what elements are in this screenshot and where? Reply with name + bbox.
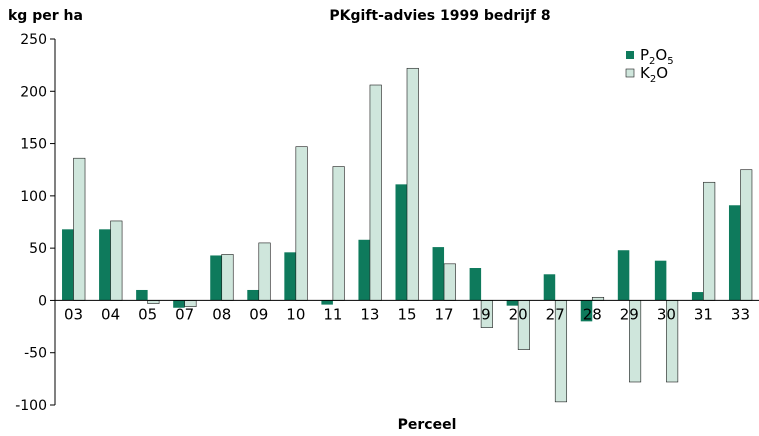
x-tick-label: 30 [657, 305, 676, 323]
bar-p2o5-03 [62, 229, 74, 301]
bar-k2o-31 [703, 181, 716, 301]
bar-k2o-10 [295, 146, 308, 301]
y-tick-label: 250 [20, 32, 47, 48]
bar-p2o5-11 [321, 300, 333, 305]
bar-k2o-11 [332, 166, 345, 301]
x-tick-label: 27 [546, 305, 565, 323]
y-tick-label: -100 [15, 398, 47, 414]
bar-p2o5-13 [358, 239, 370, 301]
bar-p2o5-15 [395, 184, 407, 301]
x-axis-label: Perceel [398, 417, 457, 433]
bar-p2o5-05 [136, 289, 148, 301]
x-axis-tick-labels: 03 04 05 07 08 09 10 11 13 15 17 19 20 27 28 29 30 31 33 [64, 305, 750, 323]
legend-label: K2O [640, 64, 668, 85]
bar-k2o-33 [740, 169, 753, 301]
bar-p2o5-07 [173, 300, 185, 308]
axes [54, 39, 759, 405]
bar-k2o-03 [73, 157, 86, 301]
bar-k2o-09 [258, 242, 271, 301]
x-tick-label: 11 [323, 305, 342, 323]
x-tick-label: 03 [64, 305, 83, 323]
bar-k2o-08 [221, 254, 234, 301]
x-tick-label: 29 [620, 305, 639, 323]
bar-p2o5-10 [284, 252, 296, 301]
bar-k2o-13 [369, 84, 382, 301]
y-tick-label: -50 [24, 346, 47, 362]
x-tick-label: 20 [509, 305, 528, 323]
bar-p2o5-09 [247, 289, 259, 301]
bar-p2o5-04 [99, 229, 111, 301]
legend-swatch [626, 51, 634, 59]
bar-p2o5-08 [210, 255, 222, 301]
legend-label: P2O5 [640, 46, 674, 67]
bar-p2o5-20 [506, 300, 519, 306]
bar-p2o5-31 [691, 292, 704, 301]
bar-k2o-04 [110, 220, 123, 301]
bars [62, 67, 753, 403]
x-tick-label: 07 [175, 305, 194, 323]
y-tick-label: 100 [20, 189, 47, 205]
bar-p2o5-30 [654, 260, 667, 301]
x-tick-label: 08 [212, 305, 231, 323]
y-tick-label: 0 [38, 293, 47, 309]
x-tick-label: 05 [138, 305, 157, 323]
y-axis: 250 200 150 100 50 0 -50 -100 [15, 32, 55, 414]
x-tick-label: 28 [583, 305, 602, 323]
y-tick-label: 50 [29, 241, 47, 257]
x-tick-label: 31 [694, 305, 713, 323]
y-tick-label: 150 [20, 137, 47, 153]
x-tick-label: 10 [286, 305, 305, 323]
bar-p2o5-33 [728, 205, 741, 301]
x-tick-label: 09 [249, 305, 268, 323]
x-tick-label: 13 [360, 305, 379, 323]
bar-p2o5-17 [432, 247, 445, 301]
x-tick-label: 04 [101, 305, 120, 323]
bar-k2o-15 [406, 67, 419, 301]
bar-k2o-17 [443, 263, 456, 301]
bar-p2o5-27 [543, 274, 556, 301]
bar-p2o5-28 [580, 300, 593, 322]
y-tick-label: 200 [20, 84, 47, 100]
x-tick-label: 33 [731, 305, 750, 323]
x-tick-label: 15 [397, 305, 416, 323]
bar-p2o5-29 [617, 250, 630, 301]
bar-p2o5-19 [469, 268, 482, 301]
chart-title: PKgift-advies 1999 bedrijf 8 [329, 8, 550, 24]
y-axis-label: kg per ha [8, 8, 83, 24]
x-tick-label: 17 [435, 305, 454, 323]
x-tick-label: 19 [472, 305, 491, 323]
legend-swatch [625, 68, 635, 78]
